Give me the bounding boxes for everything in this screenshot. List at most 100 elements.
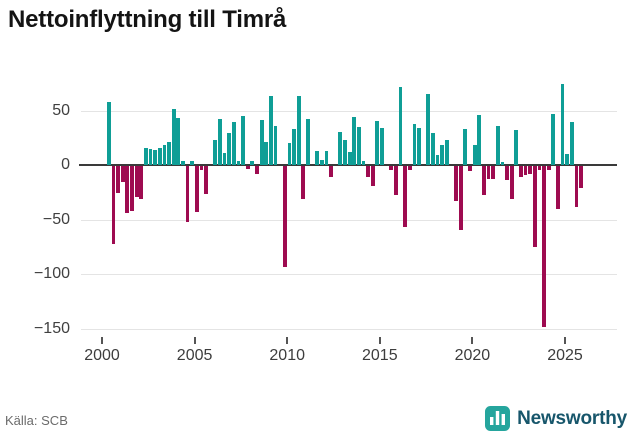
bar-2007-Q1 [231,122,236,165]
zero-line [79,164,617,166]
bar-2025-Q3 [574,166,579,208]
bar-2012-Q1 [324,150,329,165]
bar-2008-Q3 [259,120,264,165]
newsworthy-barchart-icon [485,406,511,431]
bar-2003-Q1 [157,147,162,165]
bar-2008-Q2 [255,166,259,174]
bar-2001-Q2 [125,166,130,213]
bar-2023-Q1 [528,166,533,174]
bar-2019-Q3 [463,129,468,165]
x-tick-mark [286,337,289,344]
bar-2017-Q3 [426,94,431,165]
bar-2023-Q3 [537,166,542,171]
bar-2022-Q3 [519,166,523,177]
bar-2004-Q4 [190,160,195,165]
bar-2005-Q1 [194,166,199,212]
bar-2004-Q1 [176,118,181,165]
gridline [81,219,617,221]
bar-2000-Q2 [106,101,111,165]
bar-2003-Q2 [162,145,167,165]
bar-2008-Q4 [264,142,269,165]
bar-2006-Q2 [218,119,222,165]
bar-2015-Q4 [394,166,398,196]
bar-2000-Q3 [111,166,116,245]
bar-2023-Q4 [542,166,546,328]
bar-2013-Q2 [347,151,352,165]
bar-2014-Q3 [370,166,375,186]
bar-2017-Q4 [431,133,435,165]
bar-2019-Q2 [458,166,463,231]
bar-2020-Q4 [486,166,491,180]
bar-2024-Q3 [556,166,560,209]
bar-2022-Q4 [523,166,528,175]
bar-2013-Q1 [343,139,347,165]
bar-2001-Q4 [134,166,139,197]
bar-2007-Q3 [241,115,246,165]
bar-2008-Q1 [250,160,255,165]
bar-2015-Q3 [389,166,394,171]
bar-2002-Q1 [139,166,144,199]
bar-2010-Q2 [292,129,296,165]
bar-2014-Q1 [361,160,366,165]
gridline [81,328,617,330]
bar-2025-Q1 [565,154,570,165]
bar-2009-Q1 [269,96,273,165]
y-tick-label: −150 [33,319,70,337]
bar-2000-Q4 [116,166,120,194]
bar-2016-Q2 [403,166,408,228]
x-tick-mark [193,337,196,344]
bar-2004-Q2 [181,160,185,165]
bar-2010-Q3 [296,96,301,165]
x-tick-label: 2020 [454,347,491,364]
bar-2020-Q3 [481,166,486,196]
bar-2006-Q1 [213,139,218,165]
bar-2017-Q1 [417,127,421,165]
bar-2019-Q1 [454,166,458,201]
bar-2007-Q2 [236,160,241,165]
bar-2014-Q4 [375,121,380,165]
bar-2021-Q3 [500,161,505,165]
bar-2013-Q3 [352,117,357,165]
bar-2002-Q2 [143,147,148,165]
bar-2015-Q1 [380,127,384,165]
bar-2011-Q3 [315,150,320,165]
bar-2019-Q4 [468,166,472,172]
x-tick-mark [101,337,103,344]
y-tick-label: −100 [33,265,70,282]
bar-2016-Q4 [412,123,417,165]
bar-2001-Q1 [120,166,125,183]
bar-2011-Q1 [306,119,310,165]
bar-2016-Q1 [398,86,403,165]
x-tick-mark [378,337,381,344]
bar-2018-Q3 [444,139,449,165]
bar-2016-Q3 [407,166,412,171]
bar-2022-Q1 [509,166,514,199]
bar-2024-Q2 [551,113,556,165]
bar-2009-Q2 [273,125,278,165]
source-label: Källa: SCB [5,413,68,428]
bar-2012-Q2 [329,166,333,177]
y-tick-label: 50 [52,101,70,119]
bar-2004-Q3 [185,166,190,222]
bar-2014-Q2 [366,166,371,177]
bar-2002-Q3 [148,148,153,165]
bar-2025-Q4 [579,166,583,188]
bar-2003-Q4 [171,109,176,165]
bar-2006-Q3 [222,153,227,165]
bar-2002-Q4 [153,149,158,165]
bar-2018-Q1 [435,155,440,165]
bar-2020-Q2 [477,114,482,165]
x-tick-label: 2005 [176,347,213,364]
bar-2024-Q1 [546,166,551,171]
x-tick-mark [471,337,474,344]
bar-2010-Q1 [287,143,292,165]
bar-2021-Q1 [491,166,496,180]
gridline [81,274,617,275]
bar-2005-Q3 [204,166,208,195]
bar-2003-Q3 [167,142,171,165]
bar-2022-Q2 [514,130,519,165]
y-tick-label: −50 [42,210,70,228]
bar-2005-Q2 [199,166,204,171]
x-tick-label: 2010 [269,347,305,364]
